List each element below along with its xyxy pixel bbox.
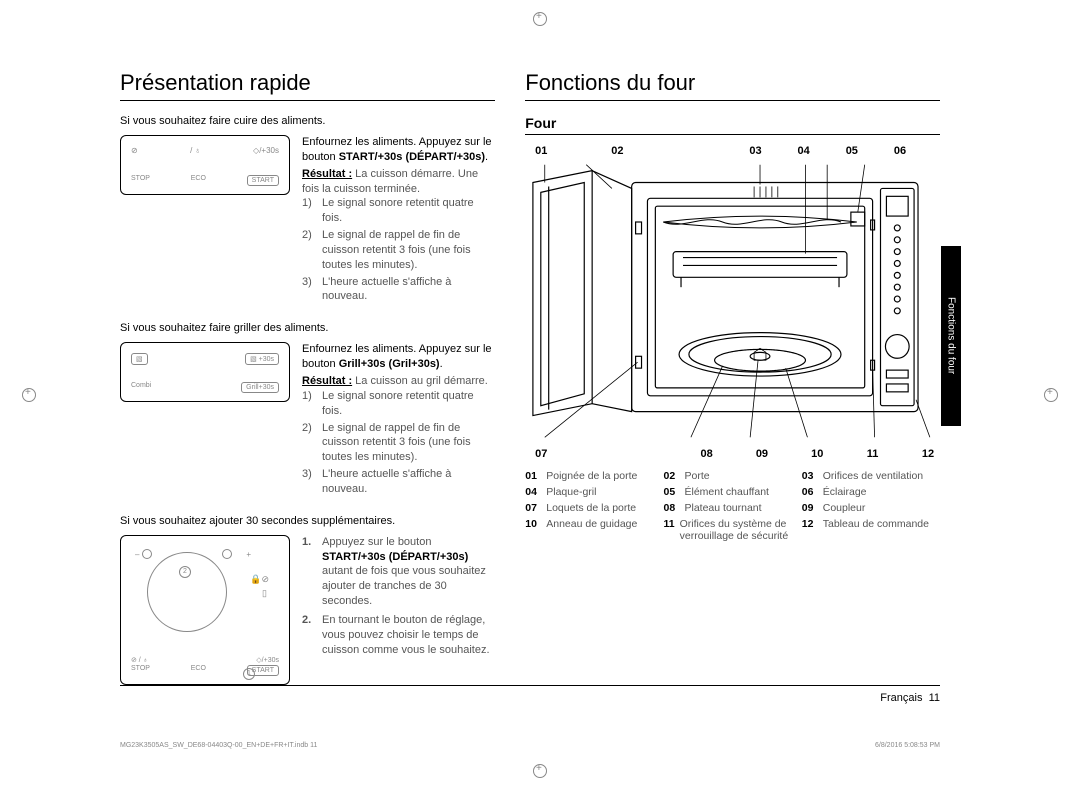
- callout-03: 03: [748, 145, 764, 157]
- callout-marker-1: 1: [243, 668, 255, 680]
- minus-label: –: [135, 550, 139, 559]
- callout-04: 04: [796, 145, 812, 157]
- page-content: Présentation rapide Si vous souhaitez fa…: [120, 70, 940, 701]
- dial-icon: [147, 552, 227, 632]
- left-column: Présentation rapide Si vous souhaitez fa…: [120, 70, 495, 701]
- callout-10: 10: [809, 448, 825, 460]
- right-title-rule: [525, 100, 940, 101]
- top-callouts: 01 02 03 04 05 06: [525, 145, 940, 161]
- registration-mark-top: [533, 12, 547, 26]
- start-label: START: [247, 175, 279, 186]
- sec1-list: 1)Le signal sonore retentit quatre fois.…: [302, 196, 495, 304]
- start-icon: ◇/+30s: [253, 146, 279, 155]
- registration-mark-bottom: [533, 764, 547, 778]
- grill-icon: ▧: [131, 353, 148, 365]
- subheading-rule: [525, 134, 940, 135]
- callout-12: 12: [920, 448, 936, 460]
- sec2-instructions: Enfournez les aliments. Appuyez sur le b…: [302, 342, 495, 498]
- legend-table: 01Poignée de la porte 02Porte 03Orifices…: [525, 470, 940, 542]
- lock-icon: 🔒⊘: [250, 574, 269, 585]
- sec2-block: ▧ ▧ +30s Combi Grill+30s Enfournez les a…: [120, 342, 495, 498]
- sec3-control-panel: – + 2 🔒⊘ ▯ ⊘ / ♁ ◇/+30s STOP ECO START 1: [120, 535, 290, 685]
- footer-rule: [120, 685, 940, 686]
- left-title-rule: [120, 100, 495, 101]
- sec1-block: ⊘ / ♁ ◇/+30s STOP ECO START Enfournez le…: [120, 135, 495, 306]
- section-side-tab: Fonctions du four: [941, 246, 961, 426]
- callout-11: 11: [865, 448, 881, 460]
- combi-label: Combi: [131, 382, 151, 393]
- callout-09: 09: [754, 448, 770, 460]
- plus-label: +: [246, 550, 251, 559]
- sec3-block: – + 2 🔒⊘ ▯ ⊘ / ♁ ◇/+30s STOP ECO START 1: [120, 535, 495, 685]
- sec2-control-panel: ▧ ▧ +30s Combi Grill+30s: [120, 342, 290, 402]
- left-title: Présentation rapide: [120, 70, 495, 96]
- stop-label: STOP: [131, 175, 150, 186]
- sec2-intro: Si vous souhaitez faire griller des alim…: [120, 322, 495, 334]
- eco-label: ECO: [191, 665, 206, 676]
- grill30-icon: ▧ +30s: [245, 353, 279, 365]
- bottom-callouts: 07 08 09 10 11 12: [525, 444, 940, 460]
- eco-label: ECO: [191, 175, 206, 186]
- callout-marker-2: 2: [179, 566, 191, 578]
- grill30-label: Grill+30s: [241, 382, 279, 393]
- page-footer: Français 11: [880, 692, 940, 704]
- callout-07: 07: [533, 448, 549, 460]
- sec3-instructions: 1.Appuyez sur le bouton START/+30s (DÉPA…: [302, 535, 495, 685]
- sec1-intro: Si vous souhaitez faire cuire des alimen…: [120, 115, 495, 127]
- callout-06: 06: [892, 145, 908, 157]
- stop-label: STOP: [131, 665, 150, 676]
- callout-01: 01: [533, 145, 549, 157]
- oven-diagram: [525, 161, 940, 441]
- right-title: Fonctions du four: [525, 70, 940, 96]
- sec3-list: 1.Appuyez sur le bouton START/+30s (DÉPA…: [302, 535, 495, 658]
- registration-mark-right: [1044, 388, 1058, 402]
- sec2-list: 1)Le signal sonore retentit quatre fois.…: [302, 389, 495, 497]
- sec1-instructions: Enfournez les aliments. Appuyez sur le b…: [302, 135, 495, 306]
- stop-icon: ⊘: [131, 146, 138, 155]
- callout-08: 08: [699, 448, 715, 460]
- sec3-intro: Si vous souhaitez ajouter 30 secondes su…: [120, 515, 495, 527]
- right-column: Fonctions du four Four 01 02 03 04 05 06: [525, 70, 940, 701]
- sec1-control-panel: ⊘ / ♁ ◇/+30s STOP ECO START: [120, 135, 290, 195]
- footer-meta-left: MG23K3505AS_SW_DE68-04403Q-00_EN+DE+FR+I…: [120, 742, 317, 749]
- eco-icon: / ♁: [190, 146, 200, 155]
- registration-mark-left: [22, 388, 36, 402]
- callout-05: 05: [844, 145, 860, 157]
- subheading: Four: [525, 115, 940, 131]
- doc-icon: ▯: [262, 588, 267, 599]
- footer-meta-right: 6/8/2016 5:08:53 PM: [875, 742, 940, 749]
- callout-02: 02: [609, 145, 625, 157]
